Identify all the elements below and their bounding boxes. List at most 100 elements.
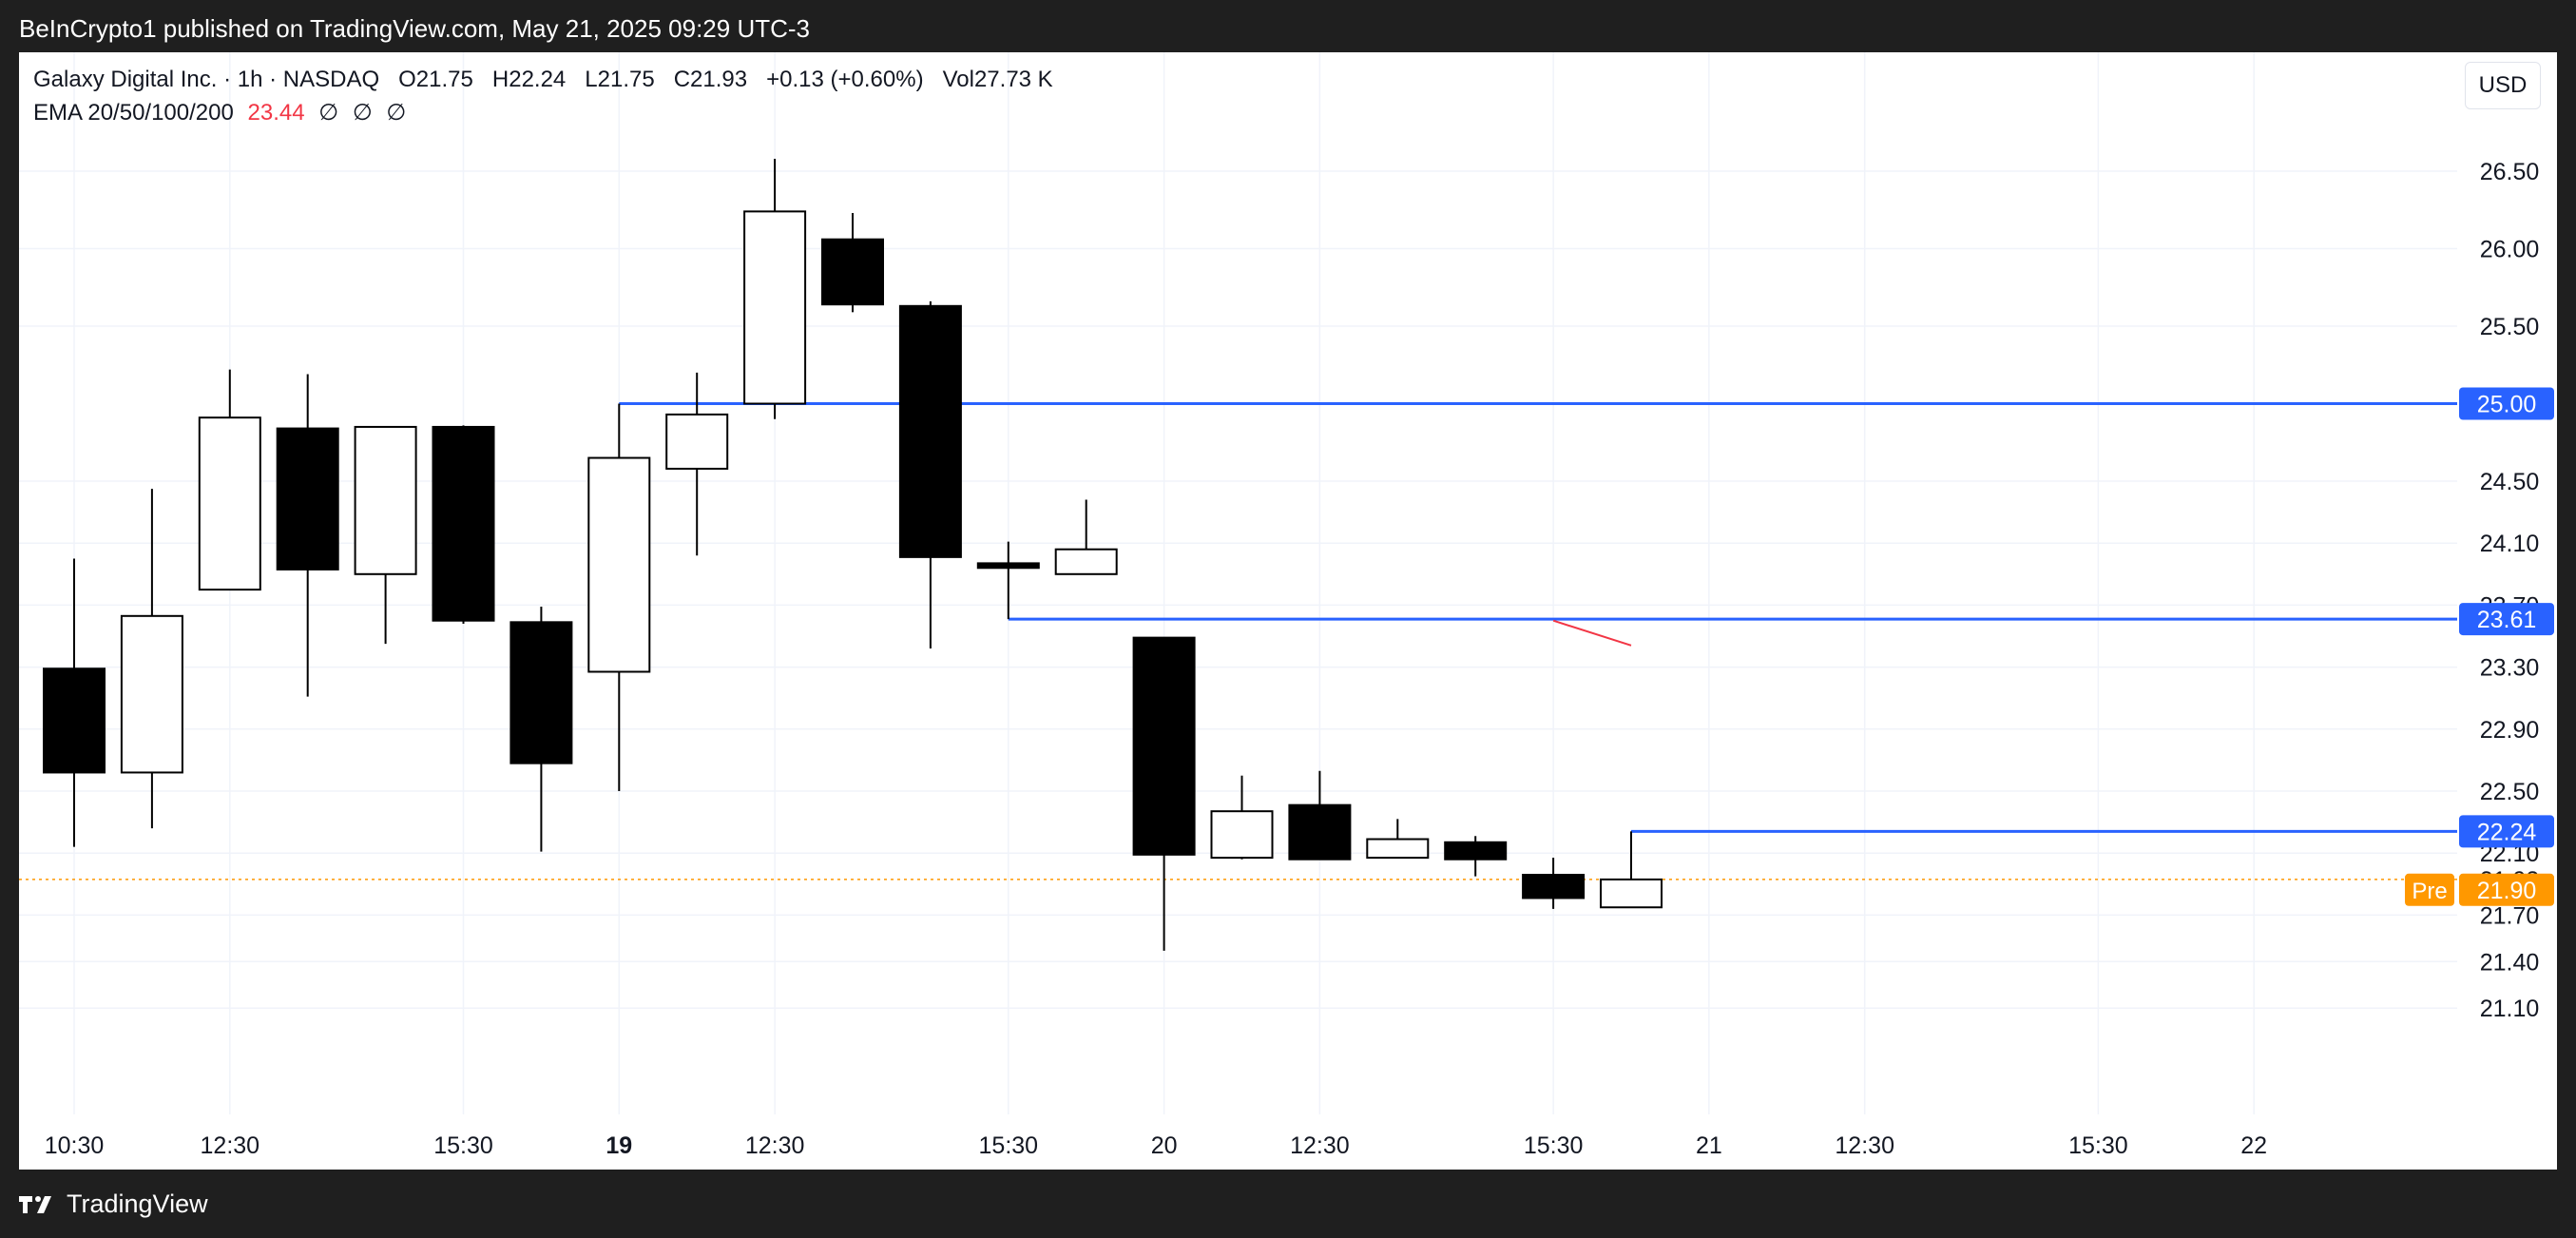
- time-tick-label: 12:30: [745, 1132, 805, 1159]
- candle-body[interactable]: [509, 621, 573, 764]
- level-tag[interactable]: 25.00: [2459, 387, 2554, 420]
- level-tag-bg: [2459, 603, 2554, 636]
- time-tick-label: 15:30: [2068, 1132, 2128, 1159]
- symbol-legend: Galaxy Digital Inc. · 1h · NASDAQ O21.75…: [33, 67, 1053, 93]
- candle[interactable]: [43, 558, 106, 847]
- candle-body[interactable]: [120, 614, 183, 774]
- candle-body[interactable]: [665, 413, 729, 470]
- symbol-name[interactable]: Galaxy Digital Inc. · 1h · NASDAQ: [33, 67, 380, 92]
- tradingview-logo[interactable]: TradingView: [19, 1190, 208, 1219]
- time-tick-label: 21: [1696, 1132, 1722, 1159]
- price-tick-label: 22.90: [2480, 717, 2540, 744]
- candle-body[interactable]: [432, 425, 495, 622]
- ohlc-high: H22.24: [491, 67, 567, 92]
- candle-body[interactable]: [1600, 878, 1663, 909]
- time-tick-label: 12:30: [1290, 1132, 1350, 1159]
- candle-body[interactable]: [1132, 636, 1196, 856]
- time-tick-label: 19: [606, 1132, 632, 1159]
- candle-body[interactable]: [898, 304, 962, 558]
- candles: [43, 158, 1663, 951]
- candle-body[interactable]: [43, 667, 106, 774]
- price-tick-label: 21.40: [2480, 949, 2540, 976]
- time-tick-label: 22: [2240, 1132, 2267, 1159]
- footer-bar: TradingView: [0, 1170, 2576, 1238]
- pre-price-label: 21.90: [2477, 878, 2537, 904]
- publisher-text: BeInCrypto1 published on TradingView.com…: [19, 14, 810, 43]
- candle[interactable]: [432, 425, 495, 624]
- candle[interactable]: [976, 541, 1040, 620]
- candle-body[interactable]: [354, 425, 417, 575]
- candle[interactable]: [1132, 636, 1196, 951]
- candle-body[interactable]: [1366, 838, 1430, 860]
- time-tick-label: 15:30: [433, 1132, 493, 1159]
- candle-body[interactable]: [821, 238, 884, 306]
- time-tick-label: 12:30: [201, 1132, 260, 1159]
- price-tick-label: 26.00: [2480, 237, 2540, 263]
- candle-body[interactable]: [1522, 874, 1586, 899]
- candle[interactable]: [509, 607, 573, 852]
- candle-body[interactable]: [587, 456, 651, 673]
- candle[interactable]: [1210, 775, 1274, 860]
- level-lines: [619, 402, 2457, 833]
- candle[interactable]: [821, 213, 884, 313]
- candle-body[interactable]: [1444, 841, 1508, 861]
- currency-button[interactable]: USD: [2465, 62, 2541, 109]
- level-tag-label: 22.24: [2477, 819, 2537, 845]
- level-tag-label: 23.61: [2477, 607, 2537, 633]
- price-tick-label: 25.50: [2480, 314, 2540, 340]
- ema-null-1: ∅: [318, 100, 339, 126]
- publisher-bar: BeInCrypto1 published on TradingView.com…: [0, 0, 2576, 52]
- candle-body[interactable]: [1054, 548, 1118, 575]
- level-tag[interactable]: 23.61: [2459, 603, 2554, 636]
- time-tick-label: 20: [1151, 1132, 1178, 1159]
- candle[interactable]: [1366, 819, 1430, 860]
- volume: Vol27.73 K: [942, 67, 1053, 92]
- ema-line[interactable]: [1552, 619, 1632, 647]
- ohlc-close: C21.93: [673, 67, 748, 92]
- candle[interactable]: [665, 372, 729, 556]
- ema-legend[interactable]: EMA 20/50/100/200 23.44 ∅ ∅ ∅: [33, 99, 406, 126]
- price-tick-label: 22.50: [2480, 779, 2540, 805]
- ema-value: 23.44: [247, 100, 305, 126]
- candle[interactable]: [1600, 831, 1663, 909]
- candle[interactable]: [743, 158, 807, 419]
- price-tick-label: 26.50: [2480, 159, 2540, 185]
- candle[interactable]: [587, 403, 651, 792]
- candlestick-chart[interactable]: 26.5026.0025.5024.5024.1023.7023.3022.90…: [19, 52, 2557, 1170]
- candle-body[interactable]: [1288, 803, 1352, 861]
- grid: [19, 52, 2457, 1114]
- ema-label: EMA 20/50/100/200: [33, 100, 234, 126]
- candle[interactable]: [1522, 858, 1586, 909]
- pre-tag-label: Pre: [2412, 879, 2447, 904]
- time-tick-label: 15:30: [1524, 1132, 1584, 1159]
- time-axis[interactable]: 10:30 12:30 15:30 19 12:30 15:30 20 12:30 15:30 2…: [45, 1132, 2267, 1159]
- candle[interactable]: [276, 374, 339, 697]
- ema-null-3: ∅: [386, 100, 407, 126]
- candle-body[interactable]: [976, 562, 1040, 570]
- candle[interactable]: [198, 369, 261, 591]
- time-tick-label: 15:30: [979, 1132, 1039, 1159]
- candle[interactable]: [120, 489, 183, 829]
- brand-name: TradingView: [67, 1189, 208, 1218]
- time-tick-label: 12:30: [1835, 1132, 1894, 1159]
- candle-body[interactable]: [198, 416, 261, 591]
- candle[interactable]: [1054, 499, 1118, 575]
- candle[interactable]: [898, 300, 962, 649]
- price-axis[interactable]: 26.5026.0025.5024.5024.1023.7023.3022.90…: [2457, 52, 2557, 1170]
- price-tick-label: 21.10: [2480, 996, 2540, 1022]
- level-tag-bg: [2459, 815, 2554, 848]
- level-tag[interactable]: 22.24: [2459, 815, 2554, 848]
- candle-body[interactable]: [1210, 810, 1274, 860]
- candle[interactable]: [1288, 770, 1352, 861]
- price-tick-label: 21.70: [2480, 902, 2540, 929]
- pre-price-bg: [2459, 873, 2554, 906]
- ema-null-2: ∅: [352, 100, 373, 126]
- candle-body[interactable]: [276, 427, 339, 571]
- candle[interactable]: [354, 425, 417, 645]
- candle[interactable]: [1444, 836, 1508, 877]
- tradingview-logo-icon: [19, 1196, 51, 1213]
- candle-body[interactable]: [743, 210, 807, 405]
- time-tick-label: 10:30: [45, 1132, 105, 1159]
- chart-panel[interactable]: 26.5026.0025.5024.5024.1023.7023.3022.90…: [19, 52, 2557, 1170]
- pre-market-tag[interactable]: Pre 21.90: [2405, 873, 2554, 906]
